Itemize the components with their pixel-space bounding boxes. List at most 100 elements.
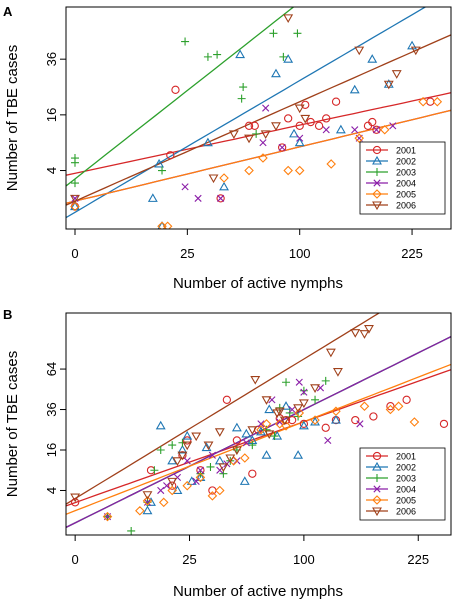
point-2003 [168,441,177,450]
point-2002 [214,455,225,465]
point-2003 [203,52,212,61]
point-2006 [260,130,271,139]
point-2005 [158,497,169,508]
point-2005 [219,173,229,183]
point-2006 [142,491,153,500]
legend-label-2005: 2005 [396,496,416,506]
point-2002 [335,124,346,134]
point-2003 [158,166,167,175]
point-2004 [351,126,359,134]
point-2006 [293,404,304,413]
point-2006 [350,329,361,338]
panel-b-data-layer [66,313,451,535]
point-2006 [261,396,272,405]
point-2001 [244,121,254,130]
point-2006 [70,493,81,503]
point-2003 [156,446,165,455]
point-2004 [217,194,225,202]
point-2003 [213,50,222,59]
point-2005 [207,491,218,501]
point-2005 [256,424,266,435]
point-2006 [300,114,311,124]
y-tick-label: 4 [44,487,59,494]
point-2002 [235,49,246,59]
fit-line-2006 [66,313,381,505]
point-2005 [331,406,341,417]
panel-b-x-ticks: 0 25 100 225 [72,535,429,567]
panel-a-plot-frame [65,6,452,230]
legend-marker-2003 [373,168,381,176]
point-2004 [389,122,397,130]
point-2001 [166,151,175,160]
point-2006 [214,428,225,437]
point-2002 [283,54,294,63]
point-2002 [177,444,188,454]
point-2004 [194,194,202,202]
point-2004 [157,486,165,495]
point-2001 [222,395,232,404]
point-2002 [182,430,193,440]
point-2001 [439,419,449,429]
point-2001 [232,436,242,445]
point-2005 [162,221,173,229]
y-tick-label: 36 [44,402,59,416]
point-2004 [262,104,270,112]
point-2001 [250,121,259,130]
point-2004 [288,405,296,414]
legend-label-2003: 2003 [396,168,416,178]
point-2001 [278,143,287,152]
point-2003 [127,526,136,535]
point-2006 [298,399,309,409]
y-tick-label: 16 [44,443,59,457]
point-2006 [172,457,183,466]
point-2001 [402,395,411,404]
legend-label-2005: 2005 [396,190,416,200]
legend-marker-2003 [373,474,381,482]
point-2002 [264,404,275,414]
point-2005 [274,419,285,429]
point-2001 [168,481,177,490]
point-2002 [293,450,304,459]
legend-marker-2001 [372,451,382,461]
legend-label-2002: 2002 [396,463,416,473]
point-2004 [356,420,364,428]
point-2006 [310,384,320,393]
y-tick-label: 16 [44,108,59,122]
panel-a-y-axis-title: Number of TBE cases [4,45,21,191]
point-2005 [326,159,336,169]
point-2005 [182,480,192,491]
point-2003 [181,37,190,46]
legend-label-2006: 2006 [396,507,416,517]
point-2002 [294,137,305,147]
point-2004 [242,439,250,447]
point-2004 [296,134,304,142]
point-2001 [322,114,331,123]
legend-label-2003: 2003 [396,474,416,484]
point-2003 [279,52,288,61]
point-2005 [379,124,390,135]
panel-b-y-axis-title: Number of TBE cases [4,351,21,497]
y-tick-label: 4 [44,167,59,174]
point-2005 [393,401,404,411]
x-tick-label: 25 [180,246,194,261]
x-tick-label: 100 [289,246,311,261]
point-2002 [298,420,309,430]
legend-label-2001: 2001 [396,146,416,156]
point-2001 [208,486,217,495]
fit-line-2001 [66,92,451,176]
panel-a-y-ticks: 4 16 36 [44,52,66,174]
legend-marker-2006 [372,201,382,211]
point-2006 [354,46,365,56]
panel-a-x-ticks: 0 25 100 225 [71,229,423,261]
point-2003 [239,83,248,92]
legend-label-2004: 2004 [396,485,416,495]
point-2005 [261,419,272,429]
point-2002 [261,450,272,459]
legend-marker-2002 [372,461,382,471]
point-2002 [239,476,250,485]
point-2005 [281,421,291,431]
x-tick-label: 0 [71,246,78,261]
point-2006 [247,426,258,435]
point-2004 [181,183,189,191]
